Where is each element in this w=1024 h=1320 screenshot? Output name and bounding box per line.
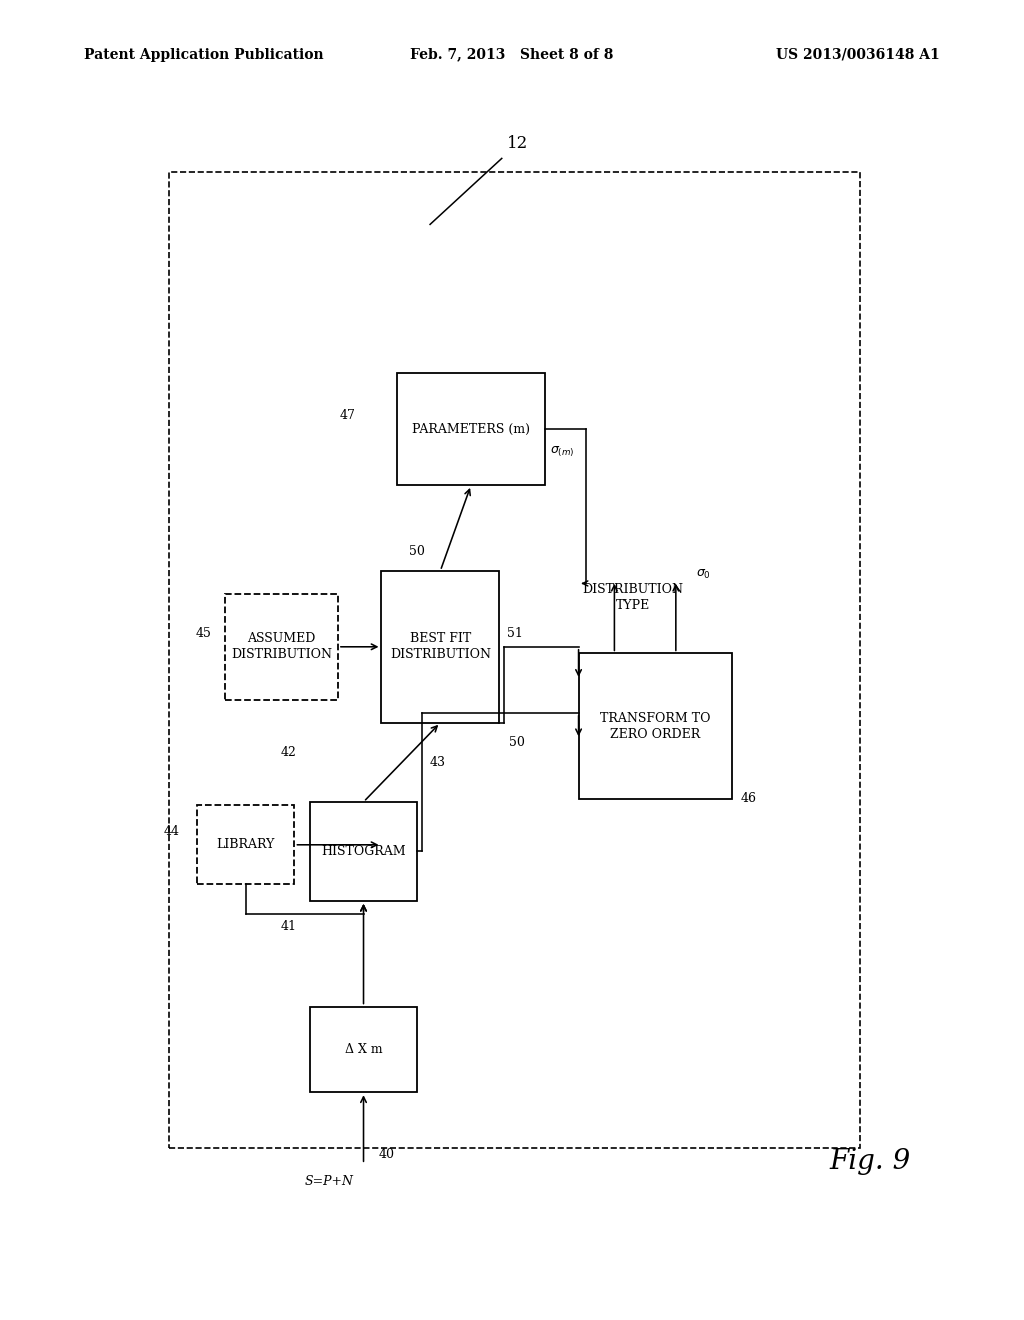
Bar	[169, 172, 860, 1148]
Text: Fig. 9: Fig. 9	[829, 1148, 910, 1175]
Text: 12: 12	[507, 135, 528, 152]
Text: 50: 50	[409, 545, 425, 557]
Text: PARAMETERS (m): PARAMETERS (m)	[412, 422, 530, 436]
Text: BEST FIT
DISTRIBUTION: BEST FIT DISTRIBUTION	[390, 632, 490, 661]
Text: 51: 51	[508, 627, 523, 640]
Text: 50: 50	[510, 737, 525, 748]
Text: DISTRIBUTION
TYPE: DISTRIBUTION TYPE	[583, 583, 683, 612]
Text: $\sigma_{(m)}$: $\sigma_{(m)}$	[551, 445, 574, 459]
Bar	[397, 372, 545, 484]
Text: $\sigma_0$: $\sigma_0$	[696, 568, 712, 581]
Text: Δ X m: Δ X m	[345, 1043, 382, 1056]
Text: ASSUMED
DISTRIBUTION: ASSUMED DISTRIBUTION	[231, 632, 332, 661]
Text: 40: 40	[379, 1148, 395, 1162]
Text: Patent Application Publication: Patent Application Publication	[84, 48, 324, 62]
Bar	[197, 805, 295, 884]
Text: 47: 47	[340, 409, 356, 422]
Text: LIBRARY: LIBRARY	[216, 838, 275, 851]
Bar	[309, 1006, 418, 1093]
Bar	[225, 594, 338, 700]
Text: 44: 44	[163, 825, 179, 838]
Text: US 2013/0036148 A1: US 2013/0036148 A1	[776, 48, 940, 62]
Text: 43: 43	[430, 755, 446, 768]
Text: Feb. 7, 2013   Sheet 8 of 8: Feb. 7, 2013 Sheet 8 of 8	[411, 48, 613, 62]
Bar	[579, 653, 732, 799]
Text: 41: 41	[281, 920, 297, 933]
Text: S=P+N: S=P+N	[304, 1175, 353, 1188]
Text: TRANSFORM TO
ZERO ORDER: TRANSFORM TO ZERO ORDER	[600, 711, 711, 741]
Bar	[381, 570, 500, 722]
Text: 45: 45	[196, 627, 212, 640]
Bar	[309, 801, 418, 900]
Text: 46: 46	[740, 792, 757, 805]
Text: HISTOGRAM: HISTOGRAM	[322, 845, 406, 858]
Text: 42: 42	[281, 746, 297, 759]
